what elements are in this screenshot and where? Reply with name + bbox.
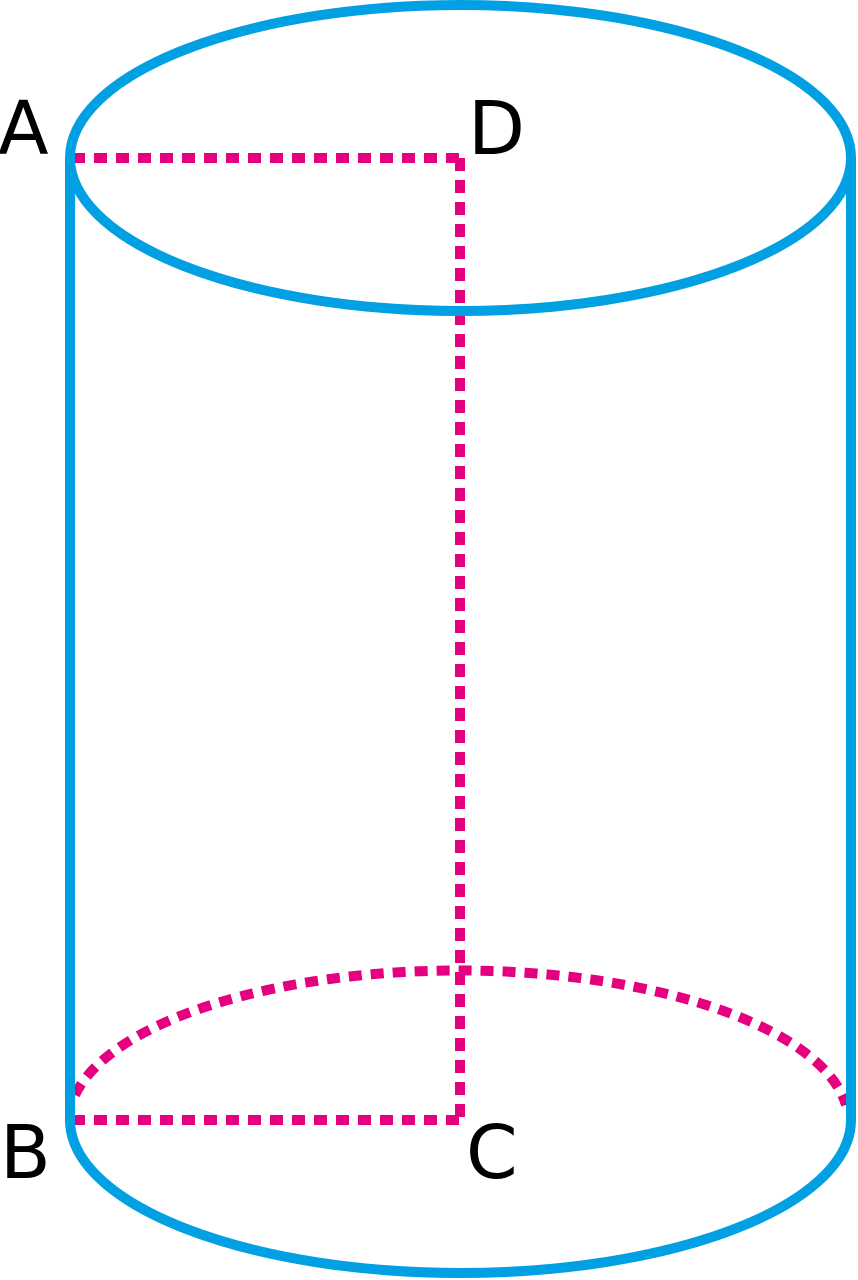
label-D: D: [468, 86, 525, 172]
label-C: C: [466, 1110, 518, 1196]
label-A: A: [0, 86, 49, 172]
bottom-back-arc-dashed: [70, 965, 851, 1107]
bottom-front-arc: [65, 1119, 856, 1278]
label-B: B: [0, 1110, 51, 1196]
